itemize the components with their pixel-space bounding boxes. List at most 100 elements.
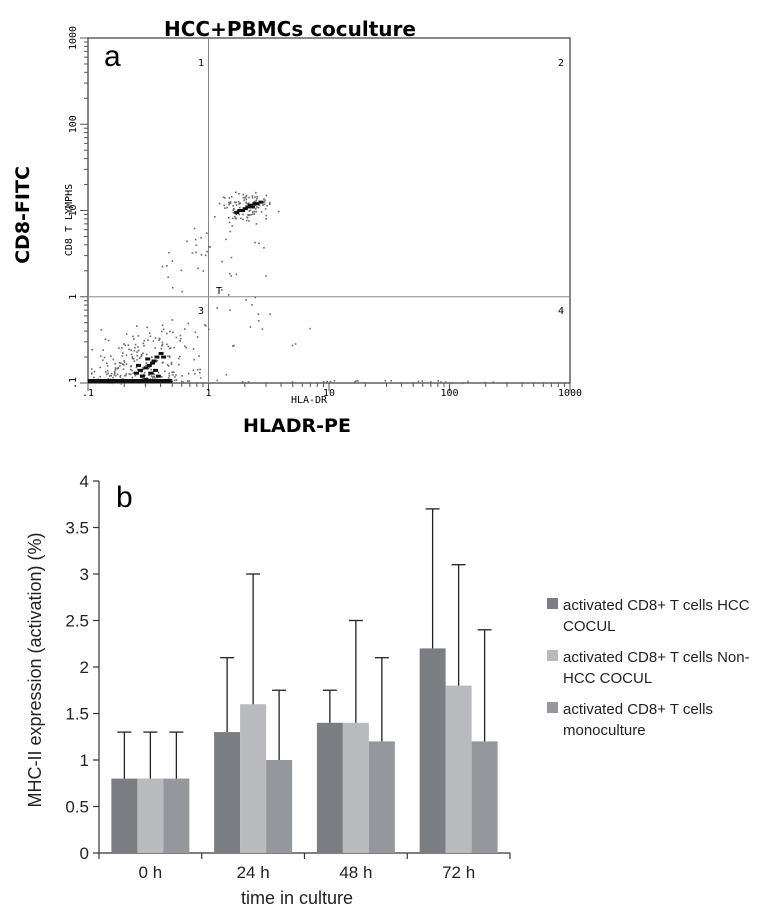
event-dot <box>119 376 122 378</box>
bar <box>266 760 293 853</box>
event-dot <box>129 365 132 368</box>
event-dot <box>265 214 268 217</box>
dense-event <box>150 361 156 365</box>
legend-label: monoculture <box>563 722 646 739</box>
legend-label: activated CD8+ T cells Non- <box>563 649 750 666</box>
event-dot <box>256 197 258 200</box>
event-dot <box>116 367 119 370</box>
event-dot <box>166 265 168 267</box>
event-dot <box>130 353 133 356</box>
event-dot <box>187 372 190 375</box>
event-dot <box>110 355 112 357</box>
event-dot <box>134 343 137 346</box>
event-dot <box>255 223 258 225</box>
event-dot <box>245 201 248 204</box>
event-dot <box>90 368 93 370</box>
event-dot <box>242 213 244 216</box>
event-dot <box>225 238 227 241</box>
event-dot <box>246 216 249 219</box>
event-dot <box>232 209 235 212</box>
event-dot <box>263 198 265 200</box>
event-dot <box>143 339 146 342</box>
event-dot <box>245 219 248 222</box>
event-dot <box>174 376 176 378</box>
bar <box>445 685 472 853</box>
event-dot <box>228 197 231 199</box>
bar <box>368 741 395 853</box>
event-dot <box>142 342 145 345</box>
bar <box>240 704 267 853</box>
event-dot <box>227 216 230 219</box>
event-dot <box>142 352 144 355</box>
event-dot <box>140 371 143 373</box>
event-dot <box>207 328 210 331</box>
event-dot <box>209 246 212 248</box>
event-dot <box>156 360 159 362</box>
event-dot <box>196 336 199 338</box>
event-dot <box>243 199 245 202</box>
bar <box>137 778 164 853</box>
event-dot <box>164 370 166 373</box>
dense-event <box>143 366 149 370</box>
event-dot <box>234 217 237 219</box>
event-dot <box>439 381 442 383</box>
event-dot <box>167 276 169 279</box>
legend-label: activated CD8+ T cells <box>563 701 713 718</box>
event-dot <box>160 347 163 350</box>
panel-a-frame <box>87 37 571 384</box>
event-dot <box>162 361 164 364</box>
event-dot <box>179 337 182 340</box>
event-dot <box>125 354 128 357</box>
event-dot <box>168 347 171 350</box>
event-dot <box>224 197 226 199</box>
event-dot <box>199 371 201 374</box>
event-dot <box>102 349 104 351</box>
dense-event <box>154 355 160 359</box>
event-dot <box>437 380 440 382</box>
event-dot <box>141 367 144 369</box>
event-dot <box>173 346 175 349</box>
event-dot <box>123 364 125 366</box>
event-dot <box>167 377 170 379</box>
event-dot <box>239 206 241 209</box>
event-dot <box>291 344 294 347</box>
event-dot <box>254 296 256 299</box>
y-tick-label: 1 <box>68 294 79 300</box>
event-dot <box>122 343 125 345</box>
event-dot <box>467 380 469 383</box>
legend-label: HCC COCUL <box>563 670 652 687</box>
event-dot <box>120 382 123 385</box>
event-dot <box>175 379 178 381</box>
event-dot <box>133 338 135 340</box>
event-dot <box>168 355 171 357</box>
event-dot <box>132 358 135 360</box>
event-dot <box>113 370 116 373</box>
x-tick-label: 48 h <box>339 863 372 882</box>
event-dot <box>194 373 196 375</box>
event-dot <box>294 343 297 345</box>
event-dot <box>145 362 148 364</box>
event-dot <box>245 299 247 301</box>
panel-b-plot: 0 0.5 1 1.5 2 2.5 3 3.5 4 0 h 24 h 48 h 72 h activate… <box>65 472 749 882</box>
event-dot <box>166 332 168 335</box>
event-dot <box>249 209 252 212</box>
event-dot <box>120 362 122 364</box>
event-dot <box>235 273 238 276</box>
event-dot <box>238 213 241 216</box>
event-dot <box>135 366 138 369</box>
event-dot <box>154 337 157 339</box>
event-dot <box>186 380 189 382</box>
event-dot <box>124 374 126 377</box>
event-dot <box>133 349 136 352</box>
x-tick-label: 100 <box>440 388 458 399</box>
event-dot <box>239 202 242 205</box>
event-dot <box>168 356 171 359</box>
x-tick-label: 1 <box>205 388 211 399</box>
event-dot <box>192 348 195 350</box>
event-dot <box>171 260 174 262</box>
event-dot <box>148 332 151 335</box>
event-dot <box>145 353 148 356</box>
event-dot <box>121 355 124 357</box>
event-dot <box>158 338 161 341</box>
event-dot <box>140 355 142 358</box>
